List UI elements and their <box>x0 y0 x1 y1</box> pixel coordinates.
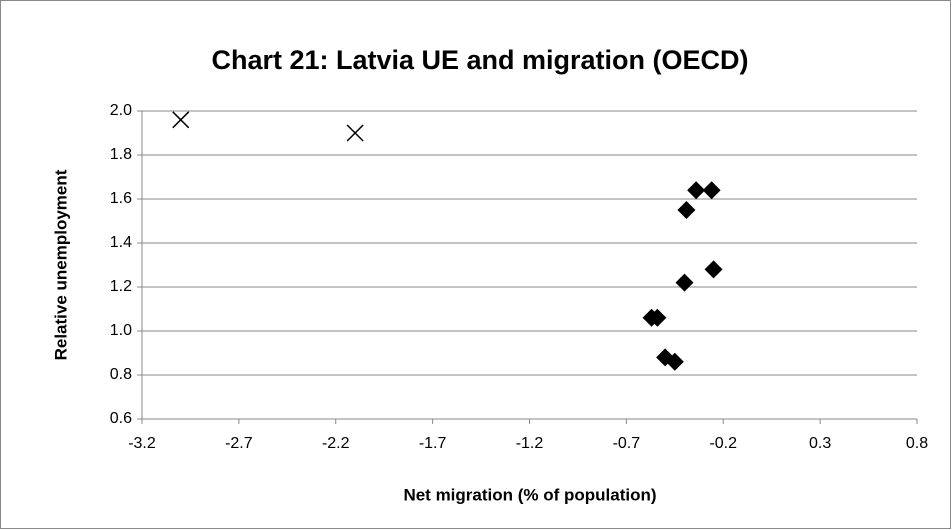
y-tick-label: 1.6 <box>110 190 132 207</box>
x-tick-label: 0.3 <box>809 435 831 452</box>
x-tick-label: -2.7 <box>225 435 253 452</box>
y-tick-label: 1.2 <box>110 278 132 295</box>
y-tick-label: 1.0 <box>110 322 132 339</box>
y-tick-label: 2.0 <box>110 102 132 119</box>
x-tick-label: 0.8 <box>906 435 928 452</box>
point <box>648 308 667 327</box>
x-tick-label: -1.7 <box>419 435 447 452</box>
y-tick-label: 1.8 <box>110 146 132 163</box>
y-tick-label: 0.8 <box>110 366 132 383</box>
point <box>702 181 721 200</box>
y-tick-label: 1.4 <box>110 234 132 251</box>
point <box>704 260 723 279</box>
point <box>665 352 684 371</box>
chart-title: Chart 21: Latvia UE and migration (OECD) <box>211 45 748 75</box>
x-tick-label: -3.2 <box>128 435 156 452</box>
x-tick-label: -2.2 <box>322 435 350 452</box>
x-tick-label: -0.2 <box>709 435 737 452</box>
point <box>687 181 706 200</box>
y-axis-title: Relative unemployment <box>51 169 70 360</box>
point <box>675 273 694 292</box>
x-axis-title: Net migration (% of population) <box>403 485 656 504</box>
point <box>172 111 190 129</box>
x-tick-label: -1.2 <box>516 435 544 452</box>
point <box>677 201 696 219</box>
y-tick-label: 0.6 <box>110 410 132 427</box>
point <box>346 124 364 142</box>
x-tick-label: -0.7 <box>613 435 641 452</box>
